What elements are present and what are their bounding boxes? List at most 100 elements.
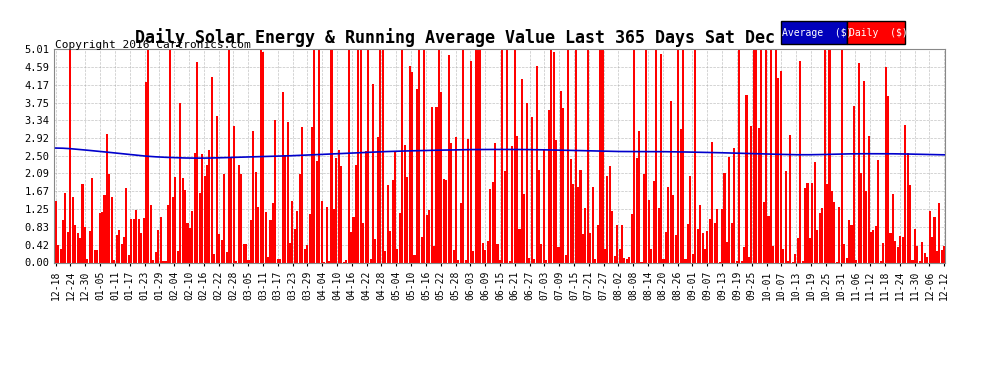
Bar xyxy=(328,261,330,262)
Bar xyxy=(519,229,521,262)
Bar xyxy=(770,49,772,262)
Bar xyxy=(238,165,240,262)
Bar xyxy=(674,236,677,262)
Bar xyxy=(897,247,899,262)
Bar xyxy=(584,208,586,262)
Bar xyxy=(487,241,489,262)
Bar xyxy=(679,129,682,262)
Bar xyxy=(711,142,714,262)
Bar xyxy=(311,127,313,262)
Bar xyxy=(394,153,396,262)
Bar xyxy=(567,49,569,262)
Bar xyxy=(221,240,223,262)
Bar xyxy=(872,231,874,262)
Bar xyxy=(767,216,769,262)
Bar xyxy=(67,232,69,262)
Bar xyxy=(74,225,76,262)
Bar xyxy=(133,219,135,262)
Bar xyxy=(333,209,335,262)
Bar xyxy=(843,244,845,262)
Bar xyxy=(267,257,269,262)
Bar xyxy=(231,158,233,262)
Bar xyxy=(757,128,759,262)
Bar xyxy=(929,211,931,262)
Bar xyxy=(140,233,143,262)
Bar xyxy=(814,162,816,262)
Bar xyxy=(709,219,711,262)
Bar xyxy=(374,238,376,262)
Bar xyxy=(552,52,554,262)
Bar xyxy=(304,249,306,262)
Bar xyxy=(931,237,933,262)
Bar xyxy=(216,116,218,262)
Bar xyxy=(431,107,433,262)
Bar xyxy=(597,225,599,262)
Bar xyxy=(521,80,523,262)
Bar xyxy=(118,230,120,262)
Bar xyxy=(826,184,828,262)
Bar xyxy=(857,63,860,262)
Bar xyxy=(809,238,811,262)
Bar xyxy=(606,176,609,262)
Bar xyxy=(516,136,518,262)
Bar xyxy=(531,117,533,262)
Text: Average  ($): Average ($) xyxy=(782,28,853,38)
Bar xyxy=(555,140,557,262)
Text: Copyright 2016 Cartronics.com: Copyright 2016 Cartronics.com xyxy=(55,40,251,50)
Bar xyxy=(84,227,86,262)
Bar xyxy=(179,103,181,262)
Bar xyxy=(852,105,855,262)
Bar xyxy=(739,49,741,262)
Bar xyxy=(650,249,652,262)
Bar xyxy=(807,183,809,262)
Bar xyxy=(747,257,750,262)
Bar xyxy=(716,209,718,262)
Bar xyxy=(587,49,589,262)
Bar xyxy=(369,259,371,262)
Bar xyxy=(289,243,291,262)
Bar xyxy=(279,259,281,262)
Bar xyxy=(233,126,235,262)
Bar xyxy=(904,125,906,262)
Bar xyxy=(831,192,833,262)
Bar xyxy=(619,249,621,262)
Bar xyxy=(934,217,936,262)
Bar xyxy=(626,259,628,262)
Bar xyxy=(692,254,694,262)
Bar xyxy=(86,259,88,262)
Bar xyxy=(694,49,696,262)
Bar xyxy=(89,231,91,262)
Bar xyxy=(152,260,154,262)
Bar xyxy=(172,197,174,262)
Bar xyxy=(609,166,611,262)
Bar xyxy=(887,96,889,262)
Bar xyxy=(262,53,264,262)
Bar xyxy=(624,258,626,262)
Bar xyxy=(482,243,484,262)
Bar xyxy=(611,211,613,262)
Bar xyxy=(914,229,916,262)
Bar xyxy=(592,187,594,262)
Bar xyxy=(812,183,814,262)
Bar xyxy=(450,143,452,262)
Bar xyxy=(246,244,248,262)
Bar xyxy=(443,179,445,262)
Bar xyxy=(294,229,296,262)
Bar xyxy=(241,174,243,262)
Bar xyxy=(181,178,183,262)
Bar xyxy=(459,203,462,262)
Bar xyxy=(404,145,406,262)
Bar xyxy=(81,184,83,262)
Bar xyxy=(167,205,169,262)
Bar xyxy=(902,237,904,262)
Bar xyxy=(702,233,704,262)
Bar xyxy=(484,250,486,262)
Bar xyxy=(354,165,357,262)
Bar xyxy=(401,49,403,262)
Bar xyxy=(228,49,230,262)
Bar xyxy=(194,153,196,262)
Bar xyxy=(387,186,389,262)
Bar xyxy=(474,49,476,262)
Bar xyxy=(143,218,145,262)
FancyBboxPatch shape xyxy=(780,21,847,45)
